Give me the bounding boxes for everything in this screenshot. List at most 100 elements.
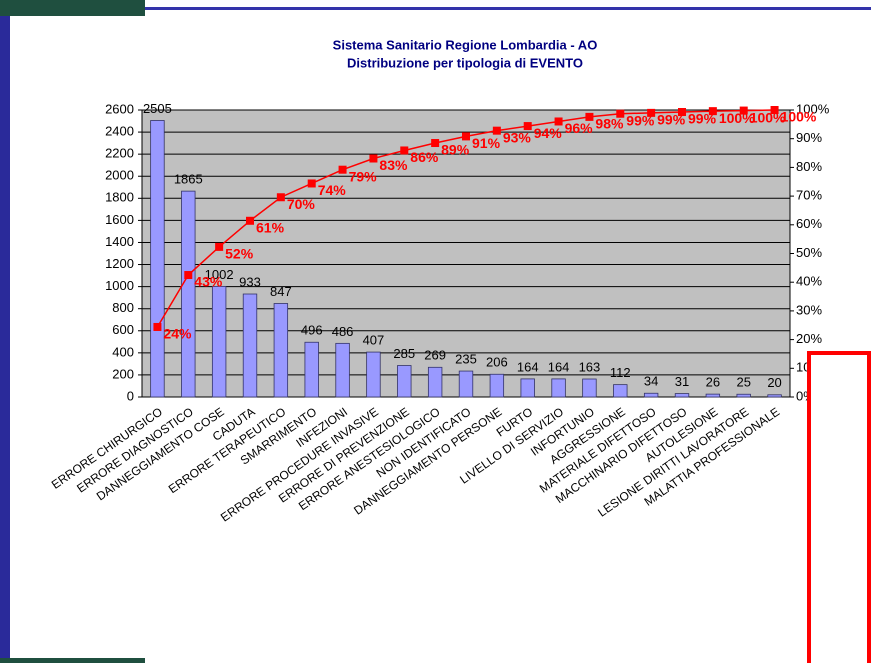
line-marker bbox=[585, 112, 594, 121]
bar bbox=[273, 303, 289, 398]
line-marker bbox=[246, 216, 254, 225]
y-tick-label: 800 bbox=[112, 300, 134, 315]
line-value-label: 79% bbox=[349, 168, 378, 184]
y-tick-label: 2400 bbox=[105, 124, 134, 139]
bar-value-label: 112 bbox=[610, 365, 631, 380]
bar bbox=[643, 392, 659, 398]
bar-value-label: 2505 bbox=[143, 101, 172, 116]
y2-tick-label: 60% bbox=[796, 216, 822, 231]
y2-tick-label: 100% bbox=[796, 101, 830, 116]
bar-value-label: 34 bbox=[644, 374, 658, 389]
line-value-label: 86% bbox=[410, 149, 439, 165]
bar-value-label: 163 bbox=[579, 359, 601, 374]
y-tick-label: 1600 bbox=[105, 212, 134, 227]
bar bbox=[705, 393, 721, 398]
y-tick-label: 400 bbox=[112, 344, 134, 359]
line-marker bbox=[153, 322, 162, 331]
y-tick-label: 2000 bbox=[105, 168, 134, 183]
line-marker bbox=[616, 109, 625, 118]
y-tick-label: 1400 bbox=[105, 234, 134, 249]
line-marker bbox=[739, 106, 748, 115]
bar bbox=[150, 120, 165, 398]
bar-value-label: 26 bbox=[706, 375, 720, 390]
line-value-label: 91% bbox=[472, 135, 501, 151]
line-marker bbox=[708, 107, 717, 116]
bar bbox=[520, 378, 535, 398]
bar bbox=[674, 393, 690, 398]
y2-tick-label: 70% bbox=[796, 188, 822, 203]
bar-value-label: 206 bbox=[486, 355, 508, 370]
line-marker bbox=[431, 139, 440, 148]
bar bbox=[242, 293, 258, 398]
bar bbox=[427, 366, 443, 398]
line-marker bbox=[554, 117, 563, 126]
y-tick-label: 200 bbox=[112, 366, 134, 381]
bar-value-label: 496 bbox=[301, 323, 323, 338]
line-value-label: 52% bbox=[225, 246, 254, 262]
line-marker bbox=[400, 146, 409, 155]
bar bbox=[736, 393, 751, 398]
y2-tick-label: 30% bbox=[796, 302, 822, 317]
y2-tick-label: 40% bbox=[796, 274, 822, 289]
y-tick-label: 1000 bbox=[105, 278, 134, 293]
bar-value-label: 847 bbox=[270, 284, 292, 299]
line-marker bbox=[215, 242, 224, 251]
bar bbox=[582, 378, 597, 398]
line-value-label: 83% bbox=[379, 157, 408, 173]
line-marker bbox=[678, 108, 686, 117]
line-value-label: 70% bbox=[287, 196, 316, 212]
corner-block bbox=[0, 0, 145, 16]
bar-value-label: 285 bbox=[393, 346, 415, 361]
bar-value-label: 235 bbox=[455, 351, 477, 366]
line-value-label: 98% bbox=[595, 116, 624, 132]
bar bbox=[366, 351, 381, 398]
y2-tick-label: 20% bbox=[796, 331, 822, 346]
top-rule bbox=[0, 7, 871, 10]
line-marker bbox=[492, 126, 501, 135]
line-marker bbox=[523, 122, 532, 131]
bar-value-label: 20 bbox=[767, 375, 781, 390]
line-value-label: 74% bbox=[318, 182, 347, 198]
chart-subtitle: Distribuzione per tipologia di EVENTO bbox=[347, 55, 583, 70]
bar bbox=[551, 378, 566, 398]
line-marker bbox=[369, 154, 378, 163]
overlay-box bbox=[807, 351, 871, 663]
y2-tick-label: 50% bbox=[796, 245, 822, 260]
line-marker bbox=[276, 193, 285, 202]
y-tick-label: 1800 bbox=[105, 190, 134, 205]
line-marker bbox=[307, 179, 316, 188]
bar-value-label: 1002 bbox=[205, 267, 234, 282]
line-value-label: 96% bbox=[565, 120, 594, 136]
y-tick-label: 2600 bbox=[105, 101, 134, 116]
bar-value-label: 269 bbox=[424, 348, 446, 363]
y2-tick-label: 80% bbox=[796, 159, 822, 174]
bar bbox=[181, 190, 196, 398]
line-marker bbox=[462, 132, 470, 141]
line-marker bbox=[647, 108, 656, 117]
bar bbox=[304, 341, 319, 398]
y2-tick-label: 90% bbox=[796, 130, 822, 145]
bar bbox=[613, 384, 628, 398]
bar-value-label: 1865 bbox=[174, 172, 203, 187]
line-value-label: 61% bbox=[256, 219, 285, 235]
bar-value-label: 25 bbox=[736, 375, 750, 390]
bar bbox=[397, 365, 412, 398]
y-tick-label: 0 bbox=[127, 388, 134, 403]
bar-value-label: 31 bbox=[675, 374, 689, 389]
line-marker bbox=[338, 165, 347, 174]
bar-value-label: 164 bbox=[548, 359, 570, 374]
bar-value-label: 164 bbox=[517, 359, 539, 374]
y-tick-label: 2200 bbox=[105, 146, 134, 161]
y-tick-label: 600 bbox=[112, 322, 134, 337]
line-value-label: 89% bbox=[441, 142, 470, 158]
line-value-label: 94% bbox=[534, 125, 563, 141]
bar-value-label: 407 bbox=[363, 333, 385, 348]
bar bbox=[489, 373, 505, 398]
bar bbox=[211, 285, 227, 398]
line-value-label: 24% bbox=[163, 326, 192, 342]
chart-title: Sistema Sanitario Regione Lombardia - AO bbox=[333, 37, 598, 52]
line-value-label: 93% bbox=[503, 129, 532, 145]
bar bbox=[767, 394, 782, 398]
bar-value-label: 486 bbox=[332, 324, 354, 339]
